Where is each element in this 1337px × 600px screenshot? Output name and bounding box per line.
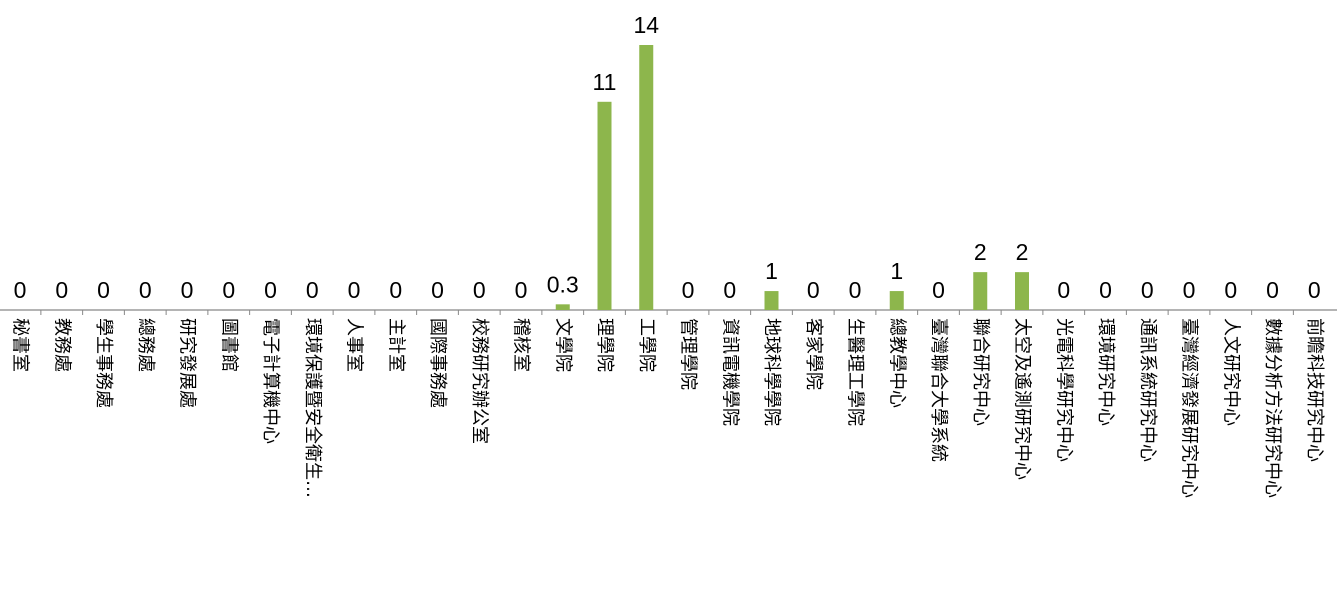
- data-label: 0: [431, 277, 444, 303]
- data-label: 0: [473, 277, 486, 303]
- category-label: 客家學院: [803, 318, 824, 390]
- data-label: 0: [55, 277, 68, 303]
- data-label: 0: [932, 277, 945, 303]
- data-label: 14: [633, 12, 659, 38]
- category-label: 通訊系統研究中心: [1137, 318, 1158, 462]
- data-label: 0.3: [547, 271, 579, 297]
- data-label: 0: [1099, 277, 1112, 303]
- category-label: 人事室: [344, 318, 365, 372]
- category-label: 總務處: [135, 318, 156, 372]
- category-label: 教務處: [51, 318, 72, 372]
- data-label: 0: [1057, 277, 1070, 303]
- category-label: 理學院: [594, 318, 615, 372]
- data-label: 0: [1141, 277, 1154, 303]
- data-label: 0: [348, 277, 361, 303]
- data-label: 2: [974, 239, 987, 265]
- data-label: 0: [682, 277, 695, 303]
- category-label: 秘書室: [10, 318, 31, 372]
- category-label: 文學院: [552, 318, 573, 372]
- data-label: 0: [14, 277, 27, 303]
- category-label: 圖書館: [218, 318, 239, 372]
- category-label: 光電科學研究中心: [1053, 318, 1074, 462]
- bar: [556, 304, 570, 310]
- data-label: 0: [1308, 277, 1321, 303]
- data-label: 0: [306, 277, 319, 303]
- data-label: 1: [890, 258, 903, 284]
- category-label: 臺灣經濟發展研究中心: [1179, 318, 1200, 498]
- category-label: 數據分析方法研究中心: [1262, 318, 1283, 498]
- data-label: 0: [849, 277, 862, 303]
- bar: [598, 102, 612, 310]
- category-label: 環境保護暨安全衛生…: [302, 318, 323, 498]
- data-label: 0: [1266, 277, 1279, 303]
- data-label: 0: [389, 277, 402, 303]
- category-label: 太空及遙測研究中心: [1012, 318, 1033, 480]
- data-label: 0: [1224, 277, 1237, 303]
- data-label: 0: [723, 277, 736, 303]
- data-label: 0: [139, 277, 152, 303]
- category-label: 管理學院: [678, 318, 699, 390]
- category-label: 環境研究中心: [1095, 318, 1116, 426]
- category-label: 總教學中心: [886, 318, 907, 408]
- category-label: 主計室: [385, 318, 406, 372]
- data-label: 0: [807, 277, 820, 303]
- data-label: 11: [593, 69, 617, 95]
- bar: [639, 45, 653, 310]
- category-label: 學生事務處: [93, 318, 114, 408]
- bar: [973, 272, 987, 310]
- data-label: 0: [515, 277, 528, 303]
- data-label: 0: [97, 277, 110, 303]
- data-label: 1: [765, 258, 778, 284]
- category-label: 生醫理工學院: [845, 318, 866, 426]
- category-label: 人文研究中心: [1220, 318, 1241, 426]
- category-label: 國際事務處: [427, 318, 448, 408]
- bar: [1015, 272, 1029, 310]
- data-label: 0: [1183, 277, 1196, 303]
- category-label: 資訊電機學院: [719, 318, 740, 426]
- category-label: 臺灣聯合大學系統: [928, 318, 949, 462]
- category-label: 稽核室: [511, 318, 532, 372]
- data-label: 0: [181, 277, 194, 303]
- category-label: 聯合研究中心: [970, 318, 991, 426]
- data-label: 0: [264, 277, 277, 303]
- category-label: 工學院: [636, 318, 657, 372]
- category-label: 前瞻科技研究中心: [1304, 318, 1325, 462]
- category-label: 電子計算機中心: [260, 318, 281, 444]
- category-label: 研究發展處: [177, 318, 198, 408]
- bar: [890, 291, 904, 310]
- category-label: 校務研究辦公室: [469, 318, 490, 444]
- data-label: 0: [222, 277, 235, 303]
- bar: [765, 291, 779, 310]
- data-label: 2: [1016, 239, 1029, 265]
- category-label: 地球科學學院: [761, 318, 782, 426]
